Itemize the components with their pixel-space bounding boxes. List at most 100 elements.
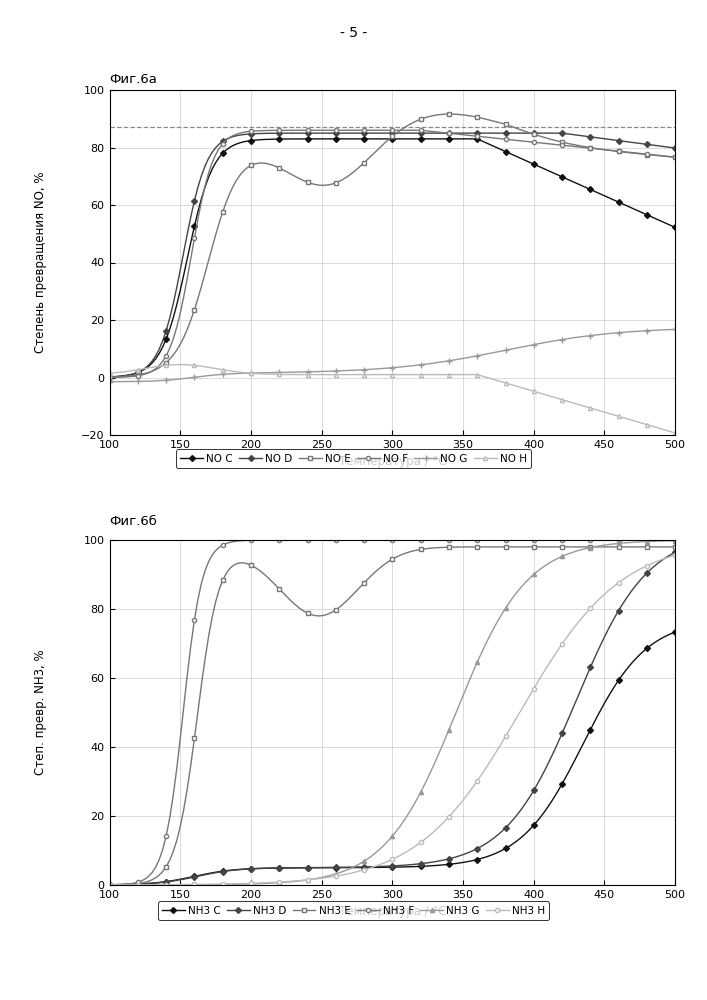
NO C [105, 371, 114, 383]
Line: NH3 G: NH3 G [107, 539, 677, 887]
NH3 G [671, 535, 679, 547]
NH3 C [314, 862, 322, 874]
NH3 H [671, 549, 679, 561]
Line: NO E: NO E [107, 112, 677, 379]
NO C [646, 210, 655, 222]
NH3 C [261, 862, 269, 874]
NO E [293, 171, 301, 183]
NH3 E [575, 541, 584, 553]
NO D [261, 127, 269, 139]
NH3 D [105, 879, 114, 891]
NH3 E [643, 541, 651, 553]
NH3 G [105, 879, 114, 891]
NH3 G [604, 539, 612, 551]
NH3 D [314, 862, 322, 874]
NO E [646, 149, 655, 161]
NO G [575, 331, 584, 343]
NO C [671, 221, 679, 233]
NH3 D [261, 862, 269, 874]
NO H [264, 368, 273, 380]
NO F [607, 144, 616, 156]
NO D [607, 134, 616, 146]
NO H [176, 359, 185, 371]
Text: - 5 -: - 5 - [340, 26, 367, 40]
NO D [314, 127, 322, 139]
NO D [293, 127, 301, 139]
NO C [607, 193, 616, 205]
NO G [671, 323, 679, 335]
NH3 F [671, 534, 679, 546]
NO H [607, 408, 616, 420]
NO H [296, 369, 305, 381]
X-axis label: Температура / °С: Температура / °С [339, 455, 446, 468]
NH3 F [261, 534, 269, 546]
NH3 C [105, 879, 114, 891]
NH3 H [105, 879, 114, 891]
NH3 G [261, 877, 269, 889]
NH3 G [575, 544, 584, 556]
NO D [579, 130, 588, 142]
NO H [579, 400, 588, 412]
NO F [105, 371, 114, 383]
NH3 H [604, 585, 612, 597]
Legend: NH3 C, NH3 D, NH3 E, NH3 F, NH3 G, NH3 H: NH3 C, NH3 D, NH3 E, NH3 F, NH3 G, NH3 H [158, 901, 549, 920]
NH3 D [575, 686, 584, 698]
Line: NO F: NO F [107, 128, 677, 379]
NO C [293, 133, 301, 145]
NO E [105, 371, 114, 383]
NH3 E [671, 541, 679, 553]
NH3 F [579, 534, 588, 546]
NH3 E [650, 541, 658, 553]
NO C [579, 180, 588, 192]
NH3 D [643, 567, 651, 579]
NH3 E [314, 610, 322, 622]
Line: NH3 C: NH3 C [107, 630, 677, 887]
NH3 C [671, 626, 679, 638]
NH3 C [293, 862, 301, 874]
NO F [293, 124, 301, 136]
NO G [105, 376, 114, 388]
NO H [105, 367, 114, 379]
NH3 F [646, 534, 655, 546]
Line: NH3 H: NH3 H [107, 553, 677, 887]
NO C [473, 133, 481, 145]
Line: NH3 D: NH3 D [107, 550, 677, 887]
NO E [607, 145, 616, 157]
Legend: NO C, NO D, NO E, NO F, NO G, NO H: NO C, NO D, NO E, NO F, NO G, NO H [176, 449, 531, 468]
Line: NH3 F: NH3 F [107, 538, 677, 887]
NO E [671, 151, 679, 163]
NH3 H [643, 560, 651, 572]
Line: NH3 E: NH3 E [107, 545, 677, 887]
NO D [105, 371, 114, 383]
NH3 E [105, 879, 114, 891]
NH3 E [604, 541, 612, 553]
NH3 F [293, 534, 301, 546]
Y-axis label: Степень превращения NO, %: Степень превращения NO, % [35, 172, 47, 353]
NH3 G [293, 875, 301, 887]
NH3 F [607, 534, 616, 546]
NO G [261, 367, 269, 379]
Line: NO C: NO C [107, 137, 677, 379]
NH3 G [643, 536, 651, 548]
NO F [416, 124, 425, 136]
NH3 E [293, 600, 301, 612]
NH3 C [575, 745, 584, 757]
Text: Фиг.6б: Фиг.6б [110, 515, 158, 528]
Line: NO G: NO G [107, 327, 678, 384]
NH3 H [293, 875, 301, 887]
NO D [671, 142, 679, 154]
NO G [643, 325, 651, 337]
NO E [445, 108, 453, 120]
X-axis label: Температура / °С: Температура / °С [339, 905, 446, 918]
NO F [579, 141, 588, 153]
NO C [261, 133, 269, 145]
Y-axis label: Степ. превр. NH3, %: Степ. превр. NH3, % [35, 650, 47, 775]
NO H [317, 369, 326, 381]
NH3 H [261, 877, 269, 889]
NH3 F [314, 534, 322, 546]
NH3 H [314, 873, 322, 885]
NO F [261, 125, 269, 137]
NO D [646, 139, 655, 151]
NO E [314, 179, 322, 191]
NH3 D [293, 862, 301, 874]
